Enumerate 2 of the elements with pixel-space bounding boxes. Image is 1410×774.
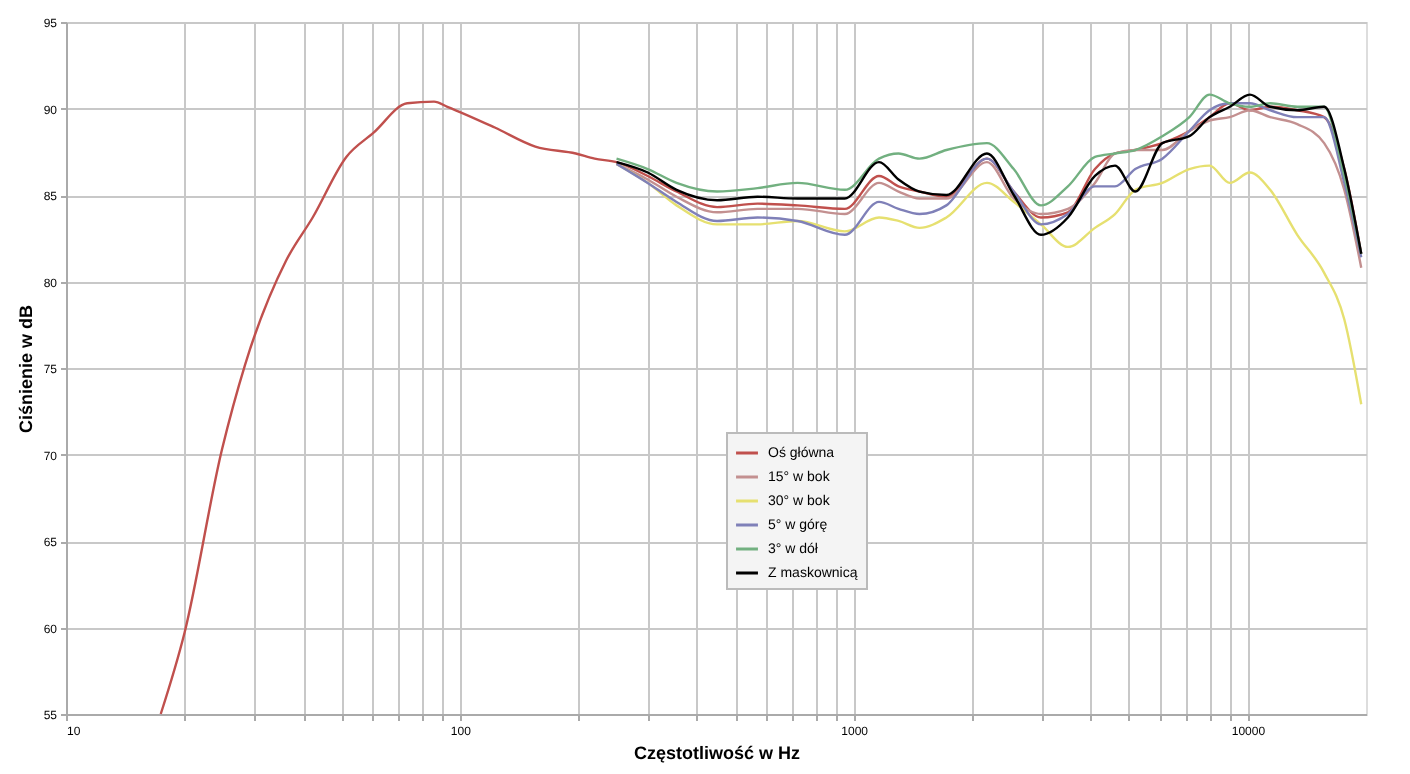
y-axis-title: Ciśnienie w dB xyxy=(15,303,36,434)
x-axis-title: Częstotliwość w Hz xyxy=(633,743,802,763)
